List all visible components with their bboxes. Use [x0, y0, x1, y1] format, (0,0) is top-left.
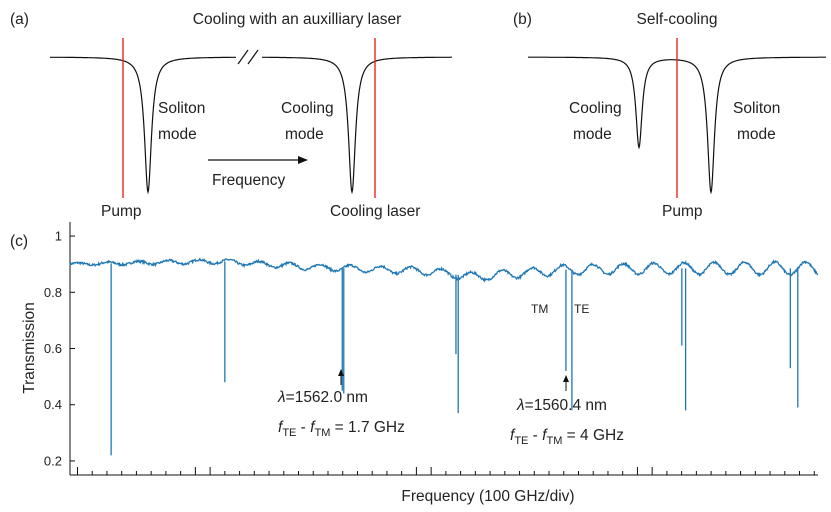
annotation-2-wavelength: λ=1560.4 nm	[516, 397, 607, 414]
annotation-1-wavelength: λ=1562.0 nm	[277, 389, 368, 406]
resonance-dips	[110, 261, 799, 456]
cooling-label-b-1: Cooling	[569, 100, 622, 117]
panel-a-tag: (a)	[10, 11, 29, 28]
x-ticks	[76, 467, 815, 475]
annotation-2-splitting: fTE - fTM = 4 GHz	[510, 427, 624, 447]
x-axis-label: Frequency (100 GHz/div)	[401, 488, 574, 505]
y-ticks: 0.2 0.4 0.6 0.8 1	[44, 229, 75, 468]
panel-b-tag: (b)	[513, 11, 532, 28]
panel-a-title: Cooling with an auxilliary laser	[193, 11, 402, 28]
cooling-label-b-2: mode	[573, 126, 612, 143]
y-tick-label: 0.2	[44, 453, 62, 468]
soliton-label-b-2: mode	[737, 126, 776, 143]
soliton-label-a-2: mode	[158, 126, 197, 143]
frequency-arrow	[208, 156, 308, 164]
transmission-series-line	[69, 257, 819, 284]
cooling-laser-label: Cooling laser	[330, 203, 420, 220]
te-label: TE	[574, 302, 589, 316]
panel-b: (b) Self-cooling Cooling mode Soliton mo…	[513, 11, 826, 220]
panel-a: (a) Cooling with an auxilliary laser Sol…	[10, 11, 452, 220]
y-tick-label: 0.6	[44, 341, 62, 356]
soliton-label-a-1: Soliton	[158, 100, 205, 117]
panel-b-title: Self-cooling	[637, 11, 718, 28]
panel-a-transmission-curve	[49, 56, 452, 195]
y-tick-label: 1	[55, 229, 62, 244]
panel-c: (c) 0.2 0.4 0.6 0.8 1 Transmission Frequency…	[10, 222, 819, 505]
annotation-1-arrowhead	[338, 369, 344, 376]
pump-label-b: Pump	[662, 203, 703, 220]
y-tick-label: 0.4	[44, 397, 62, 412]
pump-label-a: Pump	[101, 203, 142, 220]
annotation-2: λ=1560.4 nm fTE - fTM = 4 GHz	[510, 375, 624, 447]
annotation-1-splitting: fTE - fTM = 1.7 GHz	[278, 419, 405, 439]
panel-c-tag: (c)	[10, 233, 28, 250]
y-tick-label: 0.8	[44, 285, 62, 300]
tm-label: TM	[531, 302, 548, 316]
y-axis-label: Transmission	[21, 302, 38, 394]
frequency-label: Frequency	[212, 172, 285, 189]
soliton-label-b-1: Soliton	[733, 100, 780, 117]
annotation-1: λ=1562.0 nm fTE - fTM = 1.7 GHz	[277, 369, 405, 439]
cooling-label-a-1: Cooling	[281, 100, 334, 117]
cooling-label-a-2: mode	[285, 126, 324, 143]
axis-break-icon	[236, 49, 262, 65]
annotation-2-arrowhead	[563, 375, 569, 382]
